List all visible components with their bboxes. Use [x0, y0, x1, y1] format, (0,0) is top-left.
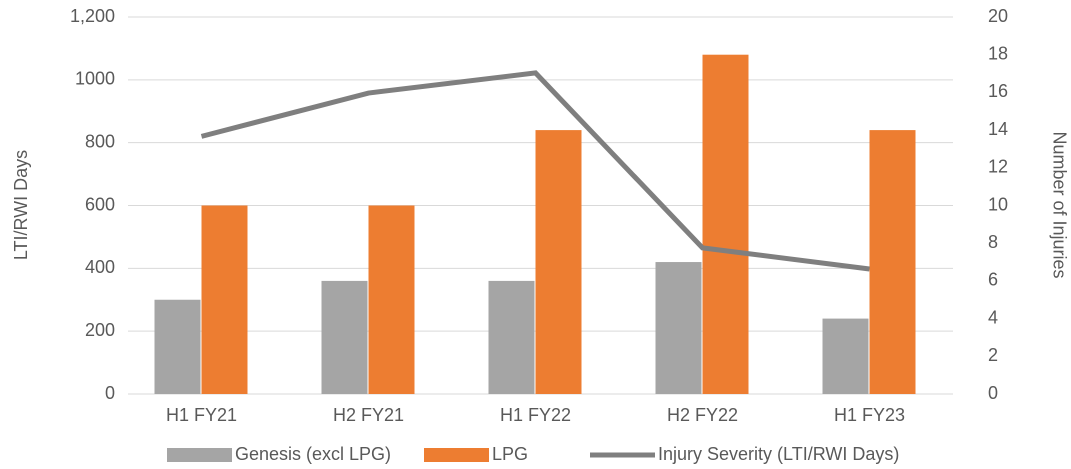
y-tick-label: 600	[85, 194, 115, 214]
bar	[368, 205, 415, 394]
legend-swatch	[167, 448, 232, 462]
legend-label: Genesis (excl LPG)	[235, 444, 391, 464]
y2-tick-label: 4	[988, 307, 998, 327]
y-tick-label: 200	[85, 320, 115, 340]
bar	[201, 205, 248, 394]
y2-tick-label: 0	[988, 383, 998, 403]
y-axis-title: LTI/RWI Days	[11, 150, 31, 260]
x-tick-label: H1 FY23	[834, 405, 905, 425]
bar	[702, 54, 749, 394]
bar	[321, 280, 368, 394]
x-tick-label: H2 FY21	[333, 405, 404, 425]
y-tick-label: 400	[85, 257, 115, 277]
bar	[655, 262, 702, 394]
y-tick-label: 1,200	[70, 6, 115, 26]
x-tick-label: H2 FY22	[667, 405, 738, 425]
y-tick-label: 0	[105, 383, 115, 403]
y2-tick-label: 20	[988, 6, 1008, 26]
y2-tick-label: 2	[988, 345, 998, 365]
bar	[154, 299, 201, 394]
y2-tick-label: 18	[988, 43, 1008, 63]
bar	[488, 280, 535, 394]
legend-label: LPG	[492, 444, 528, 464]
bar	[822, 318, 869, 394]
y-tick-label: 1000	[75, 69, 115, 89]
line	[200, 70, 870, 272]
x-tick-label: H1 FY21	[166, 405, 237, 425]
bar	[869, 130, 916, 394]
y2-tick-label: 6	[988, 270, 998, 290]
y2-tick-label: 8	[988, 232, 998, 252]
x-tick-label: H1 FY22	[500, 405, 571, 425]
y2-tick-label: 16	[988, 81, 1008, 101]
legend-label: Injury Severity (LTI/RWI Days)	[658, 444, 899, 464]
bar	[535, 130, 582, 394]
legend-swatch	[424, 448, 489, 462]
y2-tick-label: 12	[988, 157, 1008, 177]
y2-axis-title: Number of Injuries	[1049, 131, 1069, 278]
y-tick-label: 800	[85, 131, 115, 151]
y2-tick-label: 10	[988, 194, 1008, 214]
y2-tick-label: 14	[988, 119, 1008, 139]
